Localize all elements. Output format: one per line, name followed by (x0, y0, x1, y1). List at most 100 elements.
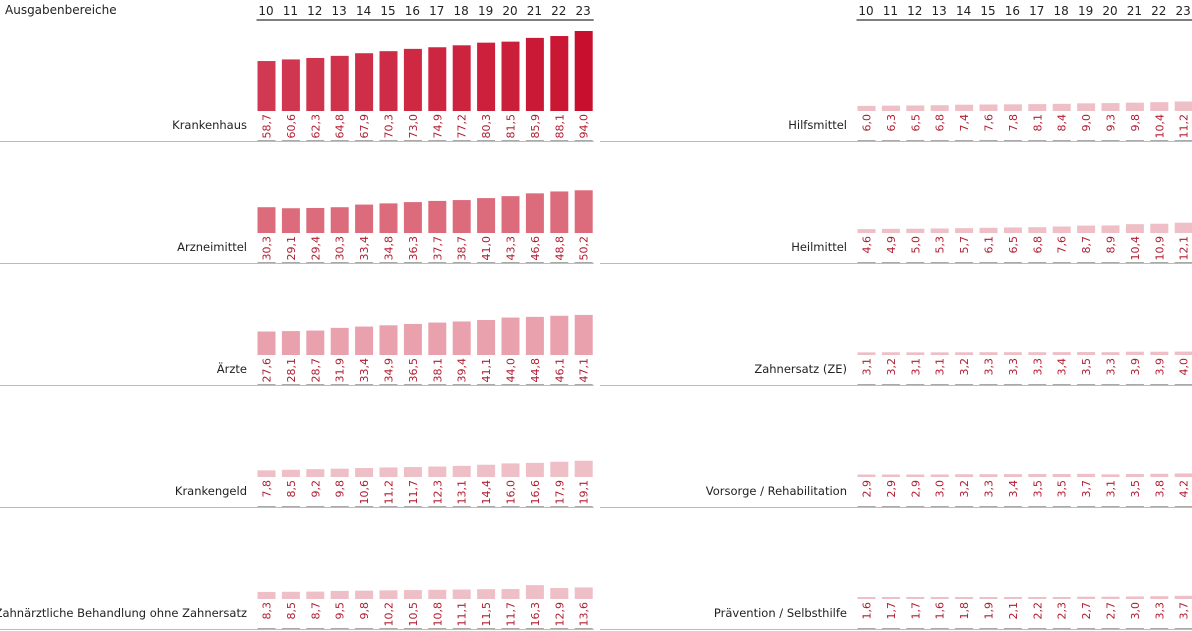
data-label: 3,7 (1178, 602, 1191, 620)
bar (930, 474, 949, 477)
bar (955, 474, 974, 477)
bar (452, 45, 471, 112)
bar (452, 589, 471, 599)
bar (1150, 473, 1169, 477)
data-label: 46,1 (553, 358, 566, 383)
bar (906, 474, 925, 477)
data-label: 11,7 (505, 602, 518, 627)
bar (1028, 474, 1047, 477)
data-label: 38,7 (456, 236, 469, 261)
bar (379, 590, 398, 599)
data-label: 3,1 (909, 358, 922, 376)
bar (257, 61, 276, 111)
data-label: 64,8 (334, 114, 347, 139)
bar (477, 198, 496, 233)
data-label: 31,9 (334, 358, 347, 383)
bar (525, 585, 544, 599)
bar (452, 465, 471, 477)
bar (979, 474, 998, 477)
category-label: Vorsorge / Rehabilitation (706, 484, 847, 498)
bar (477, 464, 496, 477)
data-label: 1,9 (983, 602, 996, 620)
data-label: 44,0 (505, 358, 518, 383)
bar (1101, 474, 1120, 477)
bar (1077, 225, 1096, 233)
data-label: 73,0 (407, 114, 420, 139)
data-label: 46,6 (529, 236, 542, 261)
year-header-left: 18 (454, 4, 469, 18)
bar (574, 587, 593, 599)
data-label: 44,8 (529, 358, 542, 383)
bar (906, 352, 925, 355)
data-label: 8,3 (261, 602, 274, 620)
bar (403, 202, 422, 233)
data-label: 62,3 (309, 114, 322, 139)
data-label: 58,7 (261, 114, 274, 139)
bar (930, 228, 949, 233)
data-label: 2,3 (1056, 602, 1069, 620)
bar (355, 53, 374, 111)
bar (355, 467, 374, 477)
data-label: 4,0 (1178, 358, 1191, 376)
bar (1077, 473, 1096, 477)
bar (379, 51, 398, 111)
data-label: 67,9 (358, 114, 371, 139)
bar (257, 207, 276, 233)
bar (857, 474, 876, 477)
bar (1052, 597, 1071, 599)
data-label: 28,7 (309, 358, 322, 383)
bar (1174, 473, 1192, 477)
bar (574, 190, 593, 233)
data-label: 6,3 (885, 114, 898, 132)
bar (906, 597, 925, 599)
bar (550, 315, 569, 355)
bar (428, 466, 447, 477)
bar (330, 590, 349, 599)
data-label: 9,0 (1080, 114, 1093, 132)
bar (330, 55, 349, 111)
data-label: 9,8 (1129, 114, 1142, 132)
year-header-left: 16 (405, 4, 420, 18)
year-header-right: 18 (1054, 4, 1069, 18)
bar (379, 467, 398, 477)
data-label: 3,3 (1153, 602, 1166, 620)
data-label: 3,9 (1129, 358, 1142, 376)
data-label: 3,8 (1153, 480, 1166, 498)
bar (428, 47, 447, 111)
data-label: 2,1 (1007, 602, 1020, 620)
year-header-left: 15 (380, 4, 395, 18)
bar (1101, 596, 1120, 599)
data-label: 12,9 (553, 602, 566, 627)
data-label: 9,8 (334, 480, 347, 498)
bar (330, 327, 349, 355)
data-label: 3,1 (934, 358, 947, 376)
data-label: 12,3 (431, 480, 444, 505)
data-label: 3,2 (885, 358, 898, 376)
data-label: 60,6 (285, 114, 298, 139)
bar (955, 104, 974, 111)
data-label: 3,3 (983, 358, 996, 376)
data-label: 36,3 (407, 236, 420, 261)
bar (1052, 474, 1071, 477)
data-label: 34,8 (383, 236, 396, 261)
data-label: 11,2 (1178, 114, 1191, 139)
bar (428, 322, 447, 355)
bar (306, 57, 325, 111)
bar (955, 228, 974, 233)
bar (379, 325, 398, 355)
data-label: 43,3 (505, 236, 518, 261)
data-label: 4,9 (885, 236, 898, 254)
data-label: 11,2 (383, 480, 396, 505)
data-label: 8,5 (285, 480, 298, 498)
data-label: 1,7 (885, 602, 898, 620)
bar (906, 105, 925, 111)
data-label: 9,5 (334, 602, 347, 620)
data-label: 2,7 (1105, 602, 1118, 620)
data-label: 3,5 (1056, 480, 1069, 498)
bar (1174, 222, 1192, 233)
data-label: 5,0 (909, 236, 922, 254)
bar (1174, 351, 1192, 355)
year-header-left: 12 (307, 4, 322, 18)
bar (355, 204, 374, 233)
data-label: 48,8 (553, 236, 566, 261)
